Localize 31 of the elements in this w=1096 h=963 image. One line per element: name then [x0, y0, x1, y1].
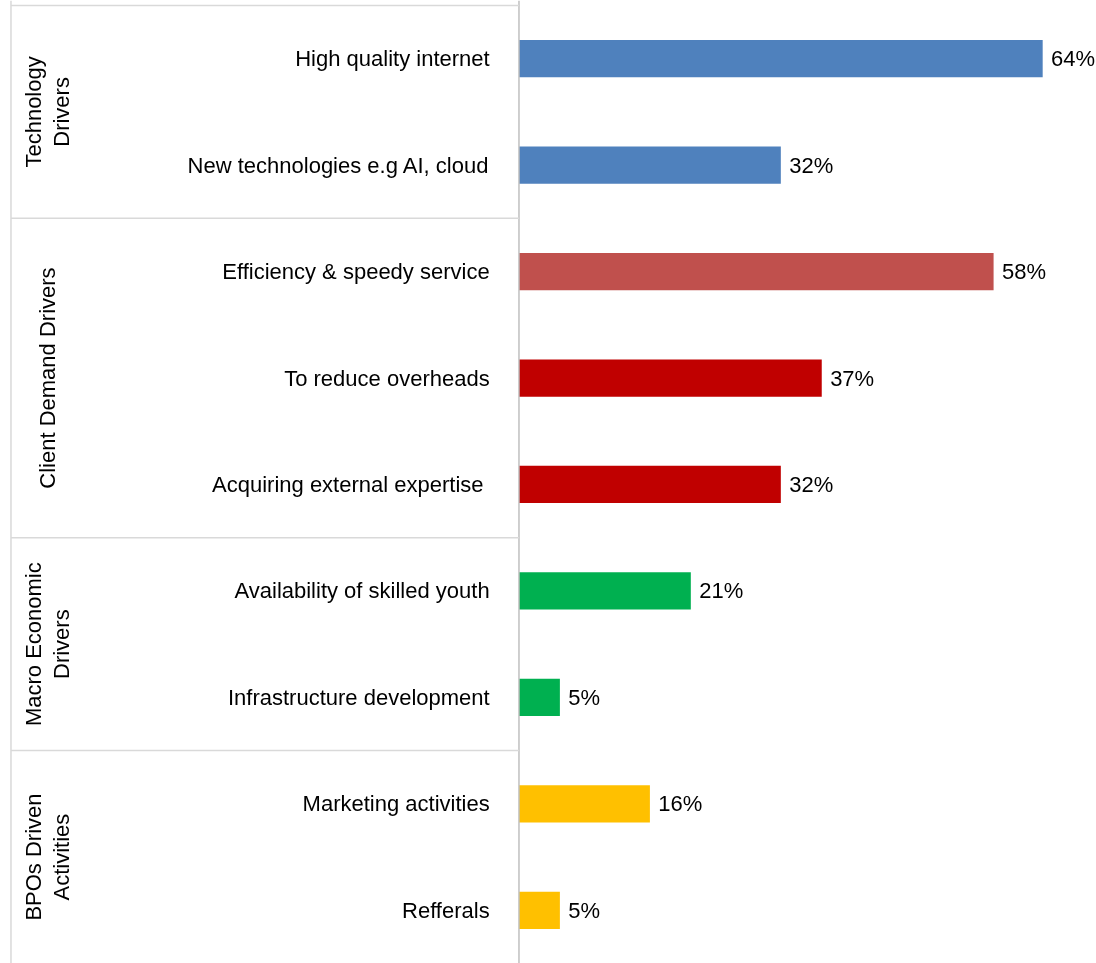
- y-tick-label: To reduce overheads: [284, 365, 490, 391]
- bar: [518, 40, 1043, 78]
- data-label: 58%: [1001, 259, 1047, 285]
- y-tick-label: New technologies e.g AI, cloud: [187, 152, 489, 178]
- bar: [518, 252, 994, 291]
- text: BPOs Driven Activities: [21, 793, 74, 921]
- bar: [518, 146, 781, 184]
- data-label: 5%: [568, 684, 601, 710]
- y-tick-label: Availability of skilled youth: [234, 578, 490, 604]
- bar: [518, 465, 781, 504]
- text: Technology Drivers: [21, 56, 74, 168]
- data-label: 16%: [658, 791, 703, 817]
- data-label: 5%: [568, 897, 601, 923]
- data-label: 37%: [830, 365, 875, 391]
- data-label: 64%: [1051, 46, 1096, 72]
- y-tick-label: Refferals: [402, 897, 490, 923]
- bar: [518, 891, 560, 929]
- text: Client Demand Drivers: [35, 267, 61, 489]
- bar: [518, 359, 822, 397]
- data-label: 32%: [789, 471, 834, 497]
- bar: [518, 785, 650, 823]
- bar: [518, 572, 691, 610]
- bar: [518, 678, 560, 717]
- data-label: 21%: [699, 578, 744, 604]
- y-tick-label: Marketing activities: [302, 791, 490, 817]
- data-label: 32%: [789, 152, 834, 178]
- y-tick-label: Infrastructure development: [227, 684, 490, 710]
- y-tick-label: High quality internet: [295, 46, 490, 72]
- y-tick-label: Efficiency & speedy service: [222, 259, 490, 285]
- y-tick-label: Acquiring external expertise: [212, 471, 484, 497]
- text: Macro Economic Drivers: [21, 562, 74, 727]
